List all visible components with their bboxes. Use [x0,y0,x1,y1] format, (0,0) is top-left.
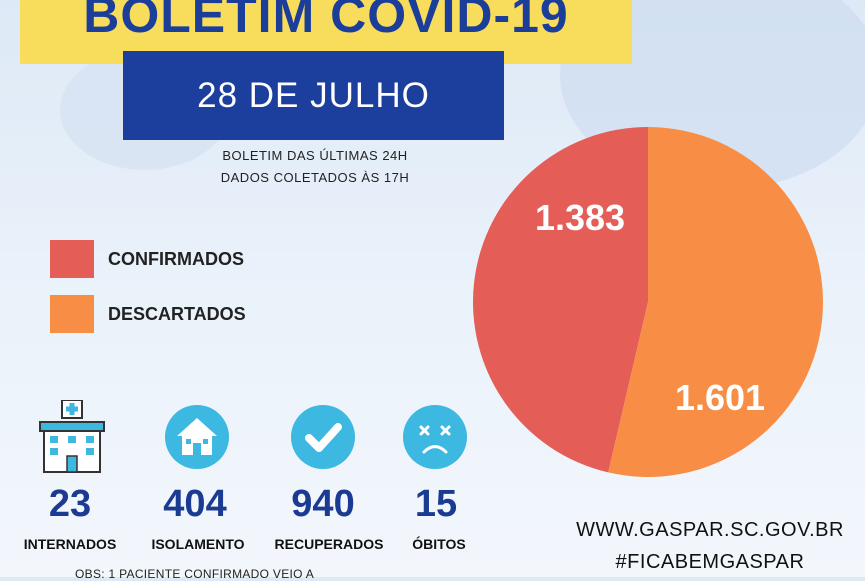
website-link[interactable]: WWW.GASPAR.SC.GOV.BR [576,519,844,541]
stat-recuperados-number: 940 [291,483,355,525]
observation-note: OBS: 1 PACIENTE CONFIRMADO VEIO A [75,567,315,581]
sad-face-icon [403,405,467,469]
pie-label-confirmed: 1.383 [535,197,625,238]
hashtag: #FICABEMGASPAR [615,551,805,573]
legend-swatch-confirmed [50,240,94,278]
page-title: BOLETIM COVID-19 [83,0,569,43]
stat-obitos-label: ÓBITOS [412,536,466,552]
legend-swatch-discarded [50,295,94,333]
legend-label-discarded: DESCARTADOS [108,304,246,324]
hospital-icon [38,399,106,474]
stat-isolamento-number: 404 [163,483,227,525]
stat-internados-label: INTERNADOS [23,536,117,552]
stat-isolamento-label: ISOLAMENTO [151,536,245,552]
stat-obitos-number: 15 [414,483,458,525]
pie-slice-confirmed [472,127,648,473]
subtitle-line-2: DADOS COLETADOS ÀS 17H [220,170,410,185]
date-label: 28 DE JULHO [197,75,430,115]
stat-recuperados-label: RECUPERADOS [274,536,384,552]
pie-slice-discarded [608,127,823,477]
subtitle-line-1: BOLETIM DAS ÚLTIMAS 24H [222,148,408,163]
house-icon [165,405,229,469]
legend-label-confirmed: CONFIRMADOS [108,249,244,269]
stat-internados-number: 23 [48,483,92,525]
checkmark-icon [291,405,355,469]
date-box: 28 DE JULHO [123,51,504,140]
pie-label-discarded: 1.601 [675,377,765,418]
